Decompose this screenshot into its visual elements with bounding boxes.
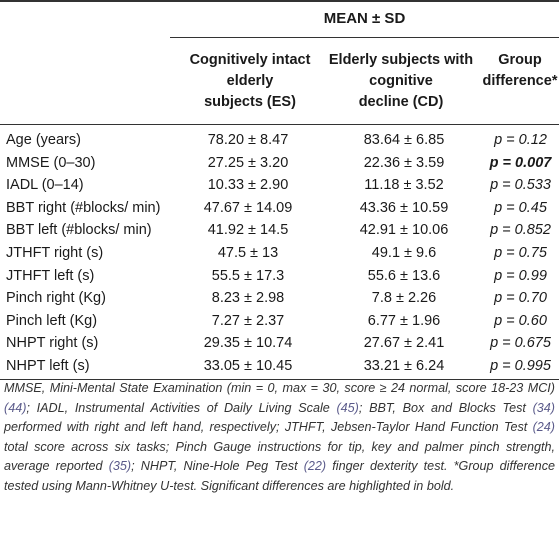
row-label: NHPT right (s) xyxy=(6,335,99,352)
cell-cd-value: 11.18 ± 3.52 xyxy=(364,177,444,194)
cell-p-value: p = 0.99 xyxy=(482,265,559,288)
table-row: NHPT right (s) 29.35 ± 10.74 27.67 ± 2.41 p… xyxy=(0,332,559,355)
footnote-text: performed with right and left hand, resp… xyxy=(4,420,533,435)
table-row: Pinch right (Kg) 8.23 ± 2.98 7.8 ± 2.26 p =… xyxy=(0,287,559,310)
citation-link[interactable]: (22) xyxy=(303,459,327,474)
p-value: p = 0.70 xyxy=(494,290,547,307)
cell-cd-value: 33.21 ± 6.24 xyxy=(363,357,445,374)
citation-link[interactable]: (35) xyxy=(108,459,132,474)
row-label: IADL (0–14) xyxy=(6,177,84,194)
cell-cd-value: 42.91 ± 10.06 xyxy=(359,222,449,239)
cell-cd-value: 27.67 ± 2.41 xyxy=(363,335,445,352)
cell-es-value: 41.92 ± 14.5 xyxy=(207,222,289,239)
footnote-text: total score across six tasks; Pinch Gaug… xyxy=(4,439,555,474)
data-table: Age (years) 78.20 ± 8.47 83.64 ± 6.85 p = 0… xyxy=(0,129,559,378)
cell-cd-value: 83.64 ± 6.85 xyxy=(363,132,445,148)
cell-p-value: p = 0.007 xyxy=(482,152,559,175)
cell-cd-value: 22.36 ± 3.59 xyxy=(363,154,445,171)
p-value: p = 0.99 xyxy=(494,267,547,284)
column-header-cd: Elderly subjects with cognitive decline … xyxy=(320,50,482,113)
bottom-rule xyxy=(0,379,559,380)
group-header-rule xyxy=(170,37,559,38)
footnote-text: MMSE, Mini-Mental State Examination (min… xyxy=(4,381,555,395)
cell-p-value: p = 0.70 xyxy=(482,287,559,310)
column-header-group-line1: Group xyxy=(498,52,542,68)
cell-cd-value: 55.6 ± 13.6 xyxy=(367,267,441,284)
column-header-group-difference: Group difference* xyxy=(478,50,559,92)
cell-cd-value: 6.77 ± 1.96 xyxy=(367,312,441,329)
citation-link[interactable]: (34) xyxy=(532,400,555,415)
cell-es-value: 29.35 ± 10.74 xyxy=(203,335,293,352)
column-header-cd-line1: Elderly subjects with xyxy=(328,52,474,68)
header-rule xyxy=(0,124,559,125)
cell-es-value: 8.23 ± 2.98 xyxy=(211,290,285,307)
cell-p-value: p = 0.12 xyxy=(482,129,559,152)
row-label: BBT right (#blocks/ min) xyxy=(6,199,161,216)
cell-p-value: p = 0.852 xyxy=(482,219,559,242)
cell-es-value: 55.5 ± 17.3 xyxy=(211,267,285,284)
cell-p-value: p = 0.533 xyxy=(482,174,559,197)
column-header-group-line2: difference* xyxy=(482,73,558,89)
p-value: p = 0.75 xyxy=(494,244,547,261)
table-row: MMSE (0–30) 27.25 ± 3.20 22.36 ± 3.59 p = 0… xyxy=(0,152,559,175)
citation-link[interactable]: (45) xyxy=(336,400,359,415)
row-label: JTHFT left (s) xyxy=(6,267,95,284)
cell-cd-value: 49.1 ± 9.6 xyxy=(371,244,437,261)
table-row: JTHFT left (s) 55.5 ± 17.3 55.6 ± 13.6 p = … xyxy=(0,265,559,288)
p-value: p = 0.852 xyxy=(490,222,551,239)
row-label: MMSE (0–30) xyxy=(6,154,96,171)
cell-cd-value: 7.8 ± 2.26 xyxy=(371,290,437,307)
cell-p-value: p = 0.45 xyxy=(482,197,559,220)
p-value: p = 0.60 xyxy=(494,312,547,329)
cell-es-value: 7.27 ± 2.37 xyxy=(211,312,285,329)
cell-p-value: p = 0.675 xyxy=(482,332,559,355)
row-label: Age (years) xyxy=(6,132,81,148)
p-value: p = 0.995 xyxy=(490,357,551,374)
cell-es-value: 33.05 ± 10.45 xyxy=(203,357,293,374)
table-row: BBT right (#blocks/ min) 47.67 ± 14.09 43.… xyxy=(0,197,559,220)
group-header: MEAN ± SD xyxy=(323,10,406,27)
row-label: Pinch right (Kg) xyxy=(6,290,106,307)
column-header-es-line3: subjects (ES) xyxy=(204,94,296,110)
table-row: JTHFT right (s) 47.5 ± 13 49.1 ± 9.6 p = 0.… xyxy=(0,242,559,265)
column-header-cd-line3: decline (CD) xyxy=(358,94,444,110)
column-header-es-line2: elderly xyxy=(226,73,274,89)
cell-p-value: p = 0.60 xyxy=(482,310,559,333)
column-header-cd-line2: cognitive xyxy=(369,73,433,89)
column-header-es-line1: Cognitively intact xyxy=(189,52,311,68)
row-label: BBT left (#blocks/ min) xyxy=(6,222,152,239)
top-rule xyxy=(0,0,559,2)
p-value: p = 0.45 xyxy=(494,199,547,216)
footnote-text: ; BBT, Box and Blocks Test xyxy=(358,400,533,415)
table-row: BBT left (#blocks/ min) 41.92 ± 14.5 42.91… xyxy=(0,219,559,242)
footnote: MMSE, Mini-Mental State Examination (min… xyxy=(4,379,555,497)
column-header-es: Cognitively intact elderly subjects (ES) xyxy=(172,50,328,113)
cell-p-value: p = 0.995 xyxy=(482,355,559,378)
row-label: Pinch left (Kg) xyxy=(6,312,98,329)
footnote-text: ; IADL, Instrumental Activities of Daily… xyxy=(26,400,337,415)
cell-es-value: 47.67 ± 14.09 xyxy=(203,199,293,216)
p-value: p = 0.675 xyxy=(490,335,551,352)
row-label: JTHFT right (s) xyxy=(6,244,104,261)
cell-es-value: 78.20 ± 8.47 xyxy=(207,132,289,148)
row-label: NHPT left (s) xyxy=(6,357,90,374)
table-row: Age (years) 78.20 ± 8.47 83.64 ± 6.85 p = 0… xyxy=(0,129,559,152)
p-value: p = 0.533 xyxy=(490,177,551,194)
table-row: Pinch left (Kg) 7.27 ± 2.37 6.77 ± 1.96 p =… xyxy=(0,310,559,333)
p-value: p = 0.12 xyxy=(494,132,547,148)
cell-es-value: 27.25 ± 3.20 xyxy=(207,154,289,171)
footnote-text: ; NHPT, Nine-Hole Peg Test xyxy=(131,459,304,474)
cell-es-value: 10.33 ± 2.90 xyxy=(207,177,289,194)
cell-cd-value: 43.36 ± 10.59 xyxy=(359,199,449,216)
cell-es-value: 47.5 ± 13 xyxy=(217,244,279,261)
footnote-text: finger dexterity test. *Group difference… xyxy=(4,459,555,493)
p-value: p = 0.007 xyxy=(489,154,552,171)
citation-link[interactable]: (44) xyxy=(4,400,27,415)
table-row: NHPT left (s) 33.05 ± 10.45 33.21 ± 6.24 p … xyxy=(0,355,559,378)
cell-p-value: p = 0.75 xyxy=(482,242,559,265)
table-row: IADL (0–14) 10.33 ± 2.90 11.18 ± 3.52 p = 0… xyxy=(0,174,559,197)
citation-link[interactable]: (24) xyxy=(532,420,555,435)
